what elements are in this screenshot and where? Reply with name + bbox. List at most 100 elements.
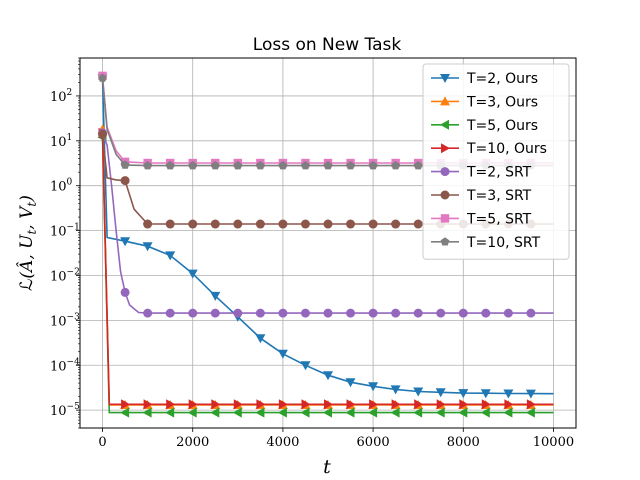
data-point <box>278 219 288 229</box>
data-point <box>143 219 153 229</box>
data-point <box>98 129 108 139</box>
data-point <box>165 161 175 170</box>
x-axis-label: t <box>323 456 331 478</box>
data-point <box>526 399 536 410</box>
data-point <box>368 308 378 318</box>
data-point <box>232 407 242 418</box>
data-point <box>368 407 378 418</box>
y-tick-label: 102 <box>50 88 72 105</box>
data-point <box>210 161 220 170</box>
data-point <box>368 219 378 229</box>
data-point <box>323 161 333 170</box>
data-point <box>346 161 355 170</box>
data-point <box>143 399 153 410</box>
data-point <box>436 399 446 410</box>
series-line <box>101 137 554 414</box>
data-point <box>188 308 198 318</box>
legend-label: T=3, Ours <box>466 94 538 110</box>
data-point <box>368 161 378 170</box>
data-point <box>346 219 356 229</box>
legend-marker <box>440 167 450 177</box>
x-tick-label: 2000 <box>176 435 209 450</box>
data-point <box>256 161 265 170</box>
axes-frame <box>79 57 577 429</box>
legend-label: T=10, Ours <box>466 141 547 157</box>
data-point <box>300 219 310 229</box>
x-axis: 0 2000 4000 6000 8000 10000 <box>98 428 574 450</box>
data-point <box>98 73 107 82</box>
data-point <box>301 399 311 410</box>
data-point <box>503 389 514 399</box>
y-tick-label: 10−3 <box>50 312 80 329</box>
data-point <box>504 399 514 410</box>
legend-marker <box>441 143 450 154</box>
data-point <box>255 334 266 344</box>
data-point <box>323 407 332 418</box>
legend-item: T=10, SRT <box>431 235 541 251</box>
data-point <box>390 385 401 395</box>
data-point <box>210 407 220 418</box>
data-point <box>187 269 198 279</box>
data-point <box>165 407 175 418</box>
data-point <box>459 399 469 410</box>
legend-item: T=5, Ours <box>431 118 538 134</box>
data-point <box>391 308 401 318</box>
data-point <box>210 308 220 318</box>
data-point <box>166 399 176 410</box>
data-point <box>120 160 130 169</box>
data-point <box>278 399 288 410</box>
legend-label: T=2, Ours <box>466 71 538 87</box>
data-point <box>143 308 153 318</box>
legend-item: T=10, Ours <box>431 141 547 157</box>
data-point <box>391 161 400 170</box>
data-point <box>369 399 379 410</box>
data-point <box>300 361 311 371</box>
data-point <box>143 161 152 170</box>
data-point <box>436 308 446 318</box>
data-point <box>435 388 446 398</box>
data-point <box>481 399 491 410</box>
y-tick-label: 10−2 <box>50 267 80 284</box>
data-point <box>413 387 424 397</box>
legend-box <box>422 63 570 260</box>
y-axis-label: ℒ(Â, Ut, Vt) <box>16 195 39 291</box>
data-point <box>346 308 356 318</box>
data-point <box>255 219 265 229</box>
data-point <box>210 291 221 301</box>
legend-label: T=5, Ours <box>466 118 538 134</box>
data-point <box>345 378 356 388</box>
data-point <box>278 161 288 170</box>
data-point <box>233 161 243 170</box>
series-t-10-ours <box>98 127 554 410</box>
data-point <box>414 399 424 410</box>
data-point <box>435 407 445 418</box>
legend-label: T=2, SRT <box>466 165 532 181</box>
data-point <box>413 407 423 418</box>
data-point <box>278 308 288 318</box>
legend-item: T=3, SRT <box>431 188 532 204</box>
data-point <box>142 407 152 418</box>
x-tick-label: 10000 <box>533 435 574 450</box>
legend-marker <box>440 214 450 223</box>
data-point <box>233 308 243 318</box>
legend: T=2, Ours T=3, Ours T=5, Ours T=10, Ours T=2… <box>422 63 570 260</box>
data-point <box>480 389 491 399</box>
data-point <box>324 399 333 410</box>
x-tick-label: 4000 <box>266 435 299 450</box>
data-point <box>188 219 198 229</box>
data-point <box>165 308 175 318</box>
data-point <box>211 399 221 410</box>
data-point <box>345 407 355 418</box>
legend-marker <box>440 96 450 106</box>
chart-title: Loss on New Task <box>253 35 402 55</box>
series-line <box>101 132 554 406</box>
data-point <box>255 407 265 418</box>
data-point <box>346 399 356 410</box>
data-point <box>413 219 423 229</box>
data-point <box>120 407 130 418</box>
data-point <box>165 219 175 229</box>
data-point <box>188 399 198 410</box>
data-point <box>323 308 333 318</box>
data-point <box>256 399 266 410</box>
